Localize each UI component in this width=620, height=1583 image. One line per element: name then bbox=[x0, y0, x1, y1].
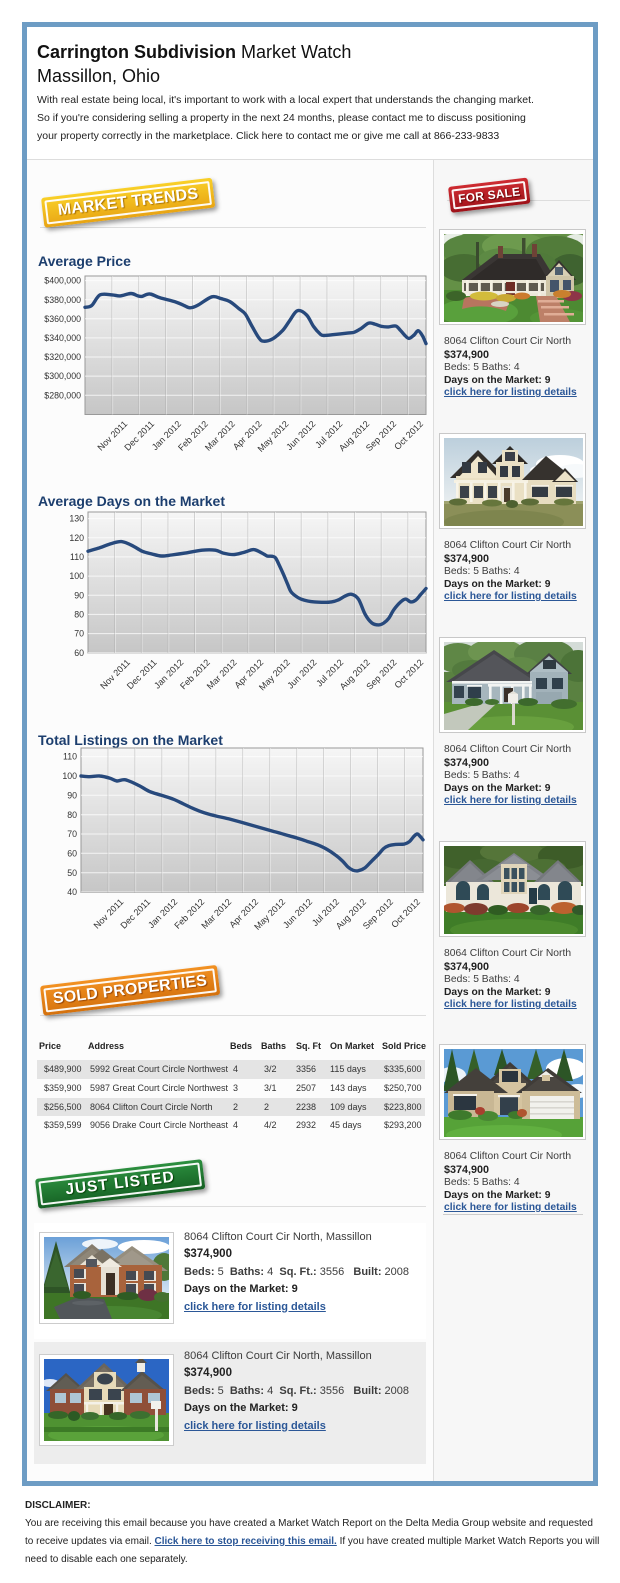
svg-text:60: 60 bbox=[67, 848, 77, 858]
svg-text:100: 100 bbox=[69, 571, 84, 581]
svg-text:90: 90 bbox=[67, 790, 77, 800]
svg-text:Oct 2012: Oct 2012 bbox=[389, 897, 422, 930]
svg-text:70: 70 bbox=[67, 829, 77, 839]
svg-text:Mar 2012: Mar 2012 bbox=[199, 897, 233, 931]
svg-text:110: 110 bbox=[70, 552, 84, 562]
svg-text:70: 70 bbox=[74, 629, 84, 639]
svg-text:Oct 2012: Oct 2012 bbox=[392, 657, 425, 690]
svg-text:50: 50 bbox=[67, 868, 77, 878]
svg-text:100: 100 bbox=[62, 771, 77, 781]
svg-text:130: 130 bbox=[69, 514, 84, 524]
svg-text:Jun 2012: Jun 2012 bbox=[285, 657, 318, 690]
svg-text:Jun 2012: Jun 2012 bbox=[281, 897, 314, 930]
svg-text:$300,000: $300,000 bbox=[44, 371, 81, 381]
svg-text:$360,000: $360,000 bbox=[44, 314, 81, 324]
svg-text:$380,000: $380,000 bbox=[44, 295, 81, 305]
svg-text:Jun 2012: Jun 2012 bbox=[284, 419, 317, 452]
svg-text:Oct 2012: Oct 2012 bbox=[392, 419, 425, 452]
svg-text:40: 40 bbox=[67, 887, 77, 897]
svg-text:90: 90 bbox=[74, 590, 84, 600]
svg-text:$400,000: $400,000 bbox=[44, 276, 81, 286]
svg-text:110: 110 bbox=[63, 752, 77, 762]
svg-text:$320,000: $320,000 bbox=[44, 352, 81, 362]
svg-text:60: 60 bbox=[74, 648, 84, 658]
svg-text:$280,000: $280,000 bbox=[44, 390, 81, 400]
svg-text:$340,000: $340,000 bbox=[44, 333, 81, 343]
svg-text:80: 80 bbox=[67, 810, 77, 820]
svg-text:80: 80 bbox=[74, 610, 84, 620]
svg-text:120: 120 bbox=[69, 533, 84, 543]
svg-text:Mar 2012: Mar 2012 bbox=[203, 419, 237, 453]
